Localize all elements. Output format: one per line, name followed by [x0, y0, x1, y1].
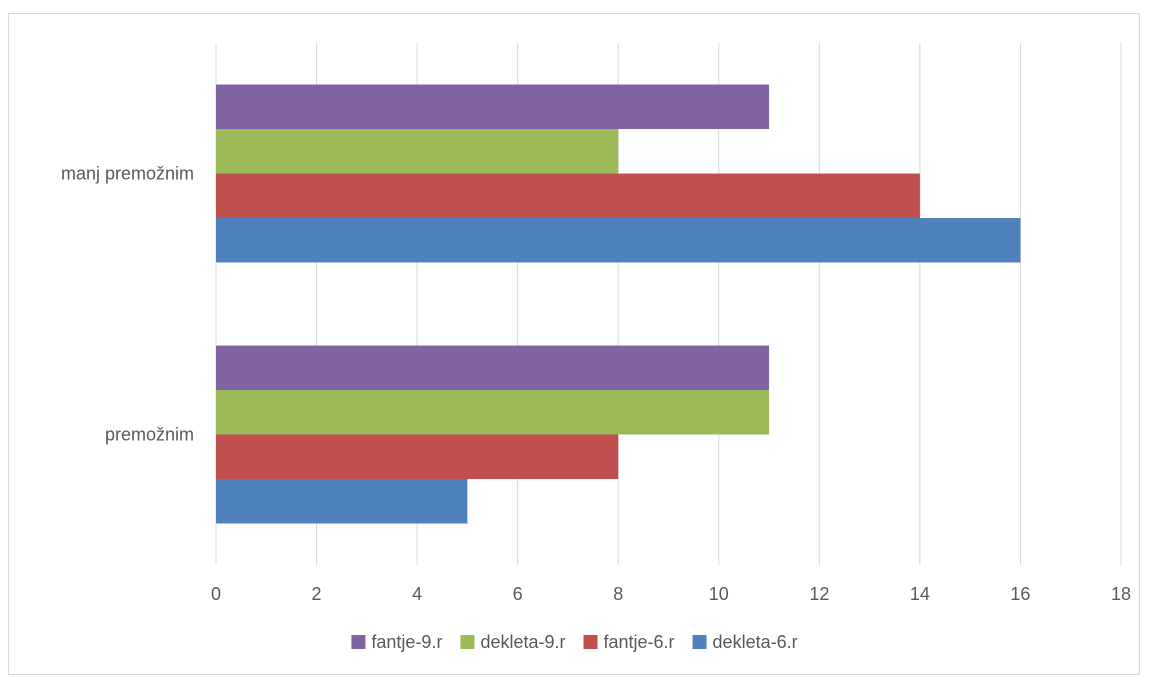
legend: fantje-9.r dekleta-9.r fantje-6.r dekleta-6…: [351, 632, 798, 652]
x-tick-label: 18: [1111, 584, 1131, 604]
x-tick-label: 6: [513, 584, 523, 604]
legend-label: fantje-6.r: [604, 632, 675, 652]
bar-dekleta-9.r-premožnim: [216, 390, 770, 435]
legend-label: dekleta-6.r: [713, 632, 798, 652]
legend-swatch: [583, 635, 598, 649]
bar-fantje-6.r-premožnim: [216, 434, 619, 479]
x-tick-label: 4: [412, 584, 422, 604]
bar-dekleta-9.r-manj premožnim: [216, 129, 619, 174]
bars: [216, 84, 1021, 524]
x-tick-label: 16: [1010, 584, 1030, 604]
x-tick-label: 10: [709, 584, 729, 604]
x-tick-label: 14: [910, 584, 930, 604]
legend-swatch: [692, 635, 707, 649]
bar-fantje-6.r-manj premožnim: [216, 173, 920, 218]
category-labels: premožnim manj premožnim: [61, 164, 194, 445]
bar-dekleta-6.r-premožnim: [216, 479, 468, 524]
legend-swatch: [460, 635, 475, 649]
legend-label: dekleta-9.r: [480, 632, 565, 652]
x-tick-label: 12: [809, 584, 829, 604]
x-tick-label: 0: [211, 584, 221, 604]
legend-swatch: [351, 635, 366, 649]
x-tick-label: 2: [312, 584, 322, 604]
x-axis-tick-labels: 0 2 4 6 8 10 12 14 16 18: [211, 584, 1131, 604]
legend-label: fantje-9.r: [371, 632, 442, 652]
category-label: premožnim: [105, 425, 194, 445]
bar-fantje-9.r-premožnim: [216, 345, 770, 390]
bar-dekleta-6.r-manj premožnim: [216, 218, 1021, 263]
category-label: manj premožnim: [61, 164, 194, 184]
bar-fantje-9.r-manj premožnim: [216, 84, 770, 129]
x-tick-label: 8: [613, 584, 623, 604]
